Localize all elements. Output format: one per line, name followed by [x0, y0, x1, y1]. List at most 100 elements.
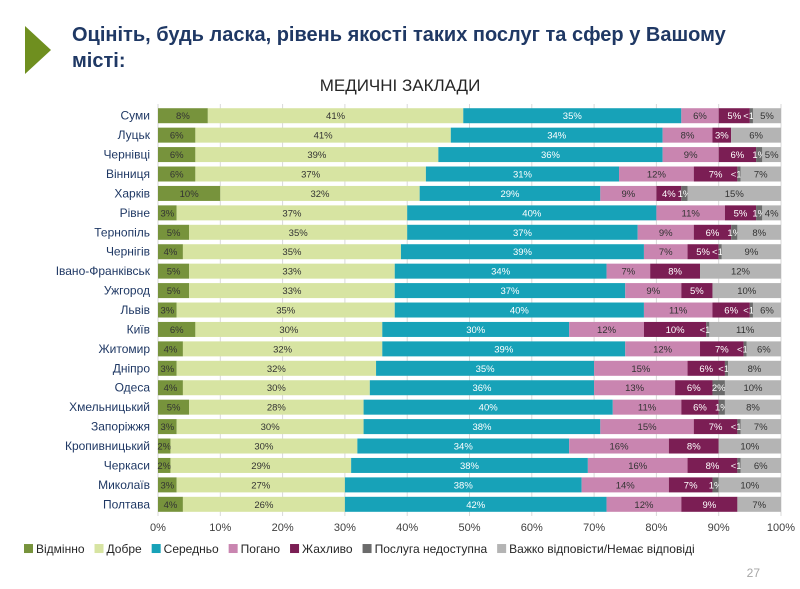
data-label: 7%	[754, 422, 768, 433]
data-label: 34%	[454, 442, 474, 453]
bar-segment-середньо	[419, 185, 601, 201]
data-label: 35%	[276, 306, 296, 317]
data-label: 7%	[621, 267, 635, 278]
bar-segment-важко-відповісти-немає-відповіді	[737, 224, 781, 240]
bar-segment-жахливо	[681, 283, 713, 299]
data-label: 4%	[164, 383, 178, 394]
data-label: 5%	[765, 150, 779, 161]
data-label: 38%	[472, 422, 492, 433]
data-label: 6%	[760, 306, 774, 317]
bar-segment-важко-відповісти-немає-відповіді	[724, 380, 781, 396]
data-label: 12%	[731, 267, 751, 278]
data-label: 8%	[668, 267, 682, 278]
data-label: 5%	[167, 267, 181, 278]
data-label: 15%	[631, 364, 651, 375]
bar-segment-середньо	[382, 341, 626, 357]
data-label: 39%	[513, 247, 533, 258]
data-label: 40%	[510, 306, 530, 317]
x-tick-label: 60%	[521, 522, 543, 534]
data-label: 6%	[706, 228, 720, 239]
bar-segment-добре	[189, 283, 395, 299]
data-label: 7%	[752, 500, 766, 511]
bar-segment-середньо	[394, 302, 644, 318]
legend-swatch	[94, 544, 104, 554]
legend-item: Середньо	[164, 542, 219, 556]
bar-segment-послуга-недоступна	[756, 205, 763, 221]
bar-segment-середньо	[376, 360, 595, 376]
data-label: 5%	[696, 247, 710, 258]
bar-segment-відмінно	[158, 321, 196, 337]
bar-segment-важко-відповісти-немає-відповіді	[718, 477, 781, 493]
bar-segment-відмінно	[158, 224, 190, 240]
bar-segment-важко-відповісти-немає-відповіді	[731, 127, 781, 143]
data-label: 34%	[547, 131, 567, 142]
data-label: 8%	[176, 111, 190, 122]
bar-segment-важко-відповісти-немає-відповіді	[740, 166, 781, 182]
data-label: 2%	[157, 461, 171, 472]
data-label: 26%	[254, 500, 274, 511]
data-label: 29%	[251, 461, 271, 472]
chart-title: МЕДИЧНІ ЗАКЛАДИ	[319, 76, 481, 95]
bar-segment-середньо	[394, 283, 626, 299]
bar-segment-жахливо	[668, 477, 713, 493]
bar-segment-середньо	[351, 457, 588, 473]
data-label: 3%	[160, 364, 174, 375]
data-label: 12%	[647, 170, 667, 181]
bar-segment-жахливо	[687, 244, 719, 260]
category-label: Львів	[120, 303, 150, 317]
data-label: 8%	[748, 364, 762, 375]
data-label: 6%	[693, 403, 707, 414]
x-tick-label: 20%	[272, 522, 294, 534]
category-label: Одеса	[115, 381, 151, 395]
data-label: 32%	[273, 344, 293, 355]
bar-segment-важко-відповісти-немає-відповіді	[762, 147, 781, 163]
bar-segment-добре	[182, 341, 383, 357]
data-label: 30%	[466, 325, 486, 336]
data-label: 3%	[160, 422, 174, 433]
data-label: 6%	[754, 461, 768, 472]
legend-item: Добре	[107, 542, 142, 556]
bar-segment-відмінно	[158, 438, 171, 454]
bar-segment-середньо	[407, 224, 638, 240]
bar-segment-погано	[656, 205, 725, 221]
data-label: 37%	[500, 286, 520, 297]
data-label: 10%	[666, 325, 686, 336]
bar-segment-середньо	[394, 263, 607, 279]
category-label: Житомир	[99, 342, 151, 356]
bar-segment-важко-відповісти-немає-відповіді	[712, 283, 781, 299]
bar-segment-погано	[594, 360, 688, 376]
bar-segment-середньо	[344, 477, 582, 493]
data-label: 10%	[180, 189, 200, 200]
data-label: 5%	[167, 286, 181, 297]
category-label: Хмельницький	[69, 400, 150, 414]
bar-segment-погано	[594, 380, 676, 396]
bar-segment-послуга-недоступна	[737, 457, 741, 473]
data-label: 37%	[513, 228, 533, 239]
bar-segment-важко-відповісти-немає-відповіді	[709, 321, 781, 337]
bar-segment-погано	[569, 438, 669, 454]
bar-segment-добре	[207, 108, 464, 124]
data-label: 6%	[699, 364, 713, 375]
data-label: 15%	[638, 422, 658, 433]
data-label: 11%	[638, 403, 657, 414]
category-label: Кропивницький	[65, 439, 150, 453]
legend-item: Жахливо	[302, 542, 353, 556]
bar-segment-відмінно	[158, 147, 196, 163]
data-label: 8%	[681, 131, 695, 142]
bar-segment-погано	[600, 419, 694, 435]
bar-segment-важко-відповісти-немає-відповіді	[737, 496, 781, 512]
bar-segment-середньо	[407, 205, 657, 221]
data-label: 6%	[170, 170, 184, 181]
bar-segment-жахливо	[693, 224, 732, 240]
bar-segment-важко-відповісти-немає-відповіді	[752, 302, 781, 318]
data-label: 6%	[757, 344, 771, 355]
x-tick-label: 100%	[767, 522, 795, 534]
x-tick-label: 40%	[396, 522, 418, 534]
data-label: 9%	[646, 286, 660, 297]
data-label: 9%	[702, 500, 716, 511]
data-label: 41%	[326, 111, 346, 122]
category-label: Миколаїв	[98, 478, 150, 492]
data-label: 41%	[314, 131, 334, 142]
bar-segment-відмінно	[158, 244, 183, 260]
category-label: Запоріжжя	[91, 420, 150, 434]
